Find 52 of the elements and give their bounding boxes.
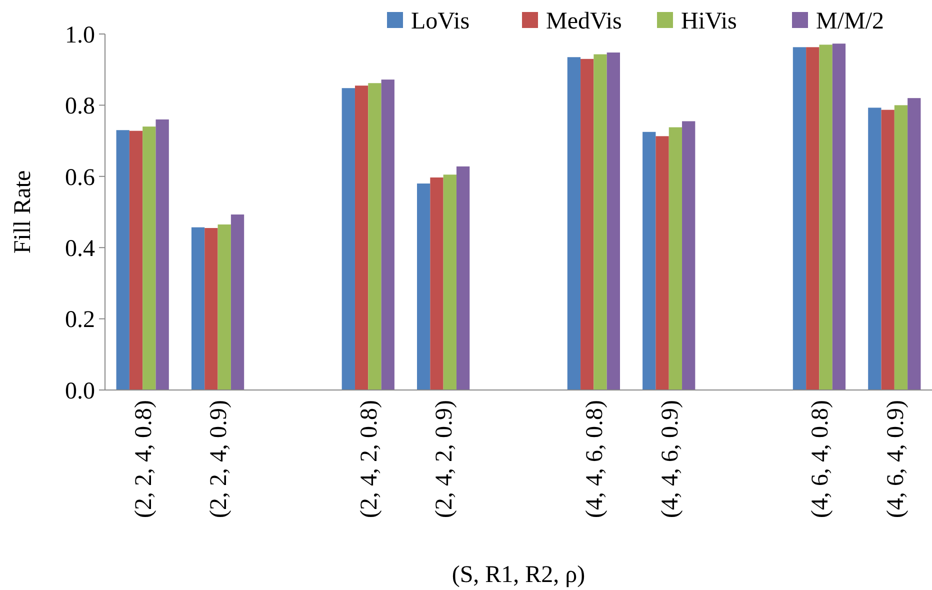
bar <box>656 136 669 390</box>
bar <box>368 83 382 390</box>
x-tick-label: (2, 4, 2, 0.8) <box>356 400 383 518</box>
bar <box>116 130 130 390</box>
bar <box>806 47 820 390</box>
bar <box>682 121 696 390</box>
y-axis-title: Fill Rate <box>10 170 36 254</box>
bar <box>443 174 456 390</box>
bar <box>792 47 806 390</box>
bar <box>567 57 581 390</box>
legend-label: LoVis <box>411 8 470 34</box>
bar <box>819 44 832 390</box>
bar <box>342 88 355 390</box>
x-tick-label: (2, 2, 4, 0.9) <box>206 400 232 518</box>
bar <box>204 228 218 390</box>
x-tick-label: (4, 6, 4, 0.8) <box>808 400 834 518</box>
bar <box>381 80 394 390</box>
x-tick-label: (4, 6, 4, 0.9) <box>882 400 909 518</box>
bar <box>832 44 846 390</box>
y-tick-label: 0.4 <box>65 236 95 262</box>
bar <box>191 227 205 390</box>
bar <box>354 86 368 390</box>
y-tick-label: 0.2 <box>65 307 95 334</box>
bar <box>156 119 169 390</box>
bar <box>881 110 894 390</box>
x-tick-label: (4, 4, 6, 0.8) <box>582 400 608 518</box>
x-tick-label: (4, 4, 6, 0.9) <box>657 400 684 518</box>
bar <box>894 105 908 390</box>
bar <box>642 132 656 390</box>
legend-label: MedVis <box>546 8 622 34</box>
bar <box>430 177 444 390</box>
y-tick-label: 0.0 <box>65 378 95 404</box>
bar <box>594 54 607 390</box>
bar <box>606 52 620 390</box>
legend-label: HiVis <box>681 8 737 34</box>
y-tick-label: 1.0 <box>65 22 95 48</box>
bar <box>668 127 682 390</box>
legend-label: M/M/2 <box>816 8 884 34</box>
y-tick-label: 0.6 <box>65 164 95 191</box>
bar <box>129 130 143 390</box>
y-tick-label: 0.8 <box>65 94 95 120</box>
bar <box>456 166 470 390</box>
x-tick-label: (2, 2, 4, 0.8) <box>130 400 157 518</box>
bar <box>580 58 594 390</box>
bar <box>142 126 156 390</box>
bar <box>417 184 430 390</box>
bar <box>230 214 244 390</box>
bar <box>868 108 882 390</box>
x-tick-label: (2, 4, 2, 0.9) <box>432 400 458 518</box>
bar <box>218 224 231 390</box>
x-axis-title: (S, R1, R2, ρ) <box>452 562 586 588</box>
bar <box>908 98 921 390</box>
